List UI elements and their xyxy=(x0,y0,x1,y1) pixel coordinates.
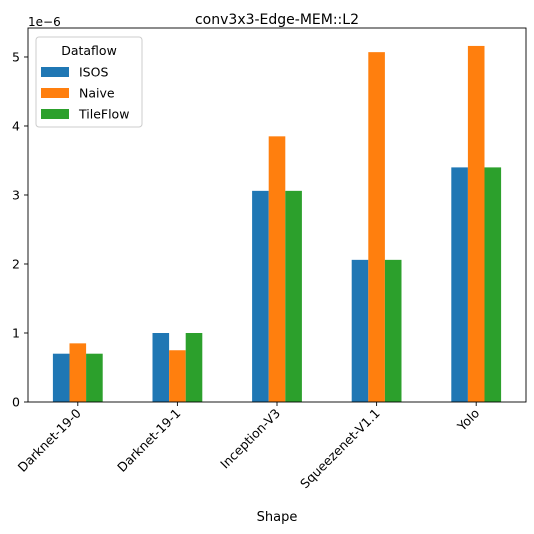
x-tick-label: Darknet-19-1 xyxy=(114,406,183,475)
y-tick-label: 1 xyxy=(12,325,20,340)
legend-box xyxy=(35,36,143,128)
legend-swatch-isos xyxy=(41,67,69,77)
bar-isos-darknet-19-0 xyxy=(52,353,70,402)
legend-swatch-tileflow xyxy=(41,109,69,119)
bar-isos-darknet-19-1 xyxy=(152,333,170,402)
legend-title: Dataflow xyxy=(61,43,117,58)
bar-naive-darknet-19-1 xyxy=(169,350,186,402)
y-scale-label: 1e−6 xyxy=(28,15,61,29)
bar-isos-inception-v3 xyxy=(252,190,269,402)
bar-tileflow-squeezenet-v1.1 xyxy=(384,259,402,402)
y-tick-label: 2 xyxy=(12,256,20,271)
legend: Dataflow ISOS Naive TileFlow xyxy=(35,36,143,128)
y-tick-label: 3 xyxy=(12,187,20,202)
legend-swatch-naive xyxy=(41,88,69,98)
x-tick-label: Darknet-19-0 xyxy=(15,405,84,474)
bar-tileflow-inception-v3 xyxy=(285,190,302,402)
x-tick-label: Inception-V3 xyxy=(217,406,283,472)
bar-isos-yolo xyxy=(451,167,468,402)
bar-naive-inception-v3 xyxy=(268,136,286,402)
bar-naive-yolo xyxy=(467,45,485,402)
bar-isos-squeezenet-v1.1 xyxy=(351,259,369,402)
bar-tileflow-yolo xyxy=(484,167,502,402)
chart-title: conv3x3-Edge-MEM::L2 xyxy=(195,12,359,28)
bar-naive-darknet-19-0 xyxy=(69,343,87,402)
legend-label-isos: ISOS xyxy=(79,65,108,80)
x-tick-label: Squeezenet-V1.1 xyxy=(297,406,383,492)
y-tick-label: 0 xyxy=(12,395,20,410)
legend-label-naive: Naive xyxy=(79,86,115,101)
plot-frame xyxy=(27,27,527,403)
x-axis-label: Shape xyxy=(257,510,298,525)
legend-label-tileflow: TileFlow xyxy=(78,107,129,122)
bar-tileflow-darknet-19-0 xyxy=(86,353,103,402)
y-tick-label: 4 xyxy=(12,118,20,133)
bar-naive-squeezenet-v1.1 xyxy=(368,52,385,403)
x-tick-label: Yolo xyxy=(454,406,483,435)
y-tick-label: 5 xyxy=(12,49,20,64)
bar-tileflow-darknet-19-1 xyxy=(185,333,203,402)
